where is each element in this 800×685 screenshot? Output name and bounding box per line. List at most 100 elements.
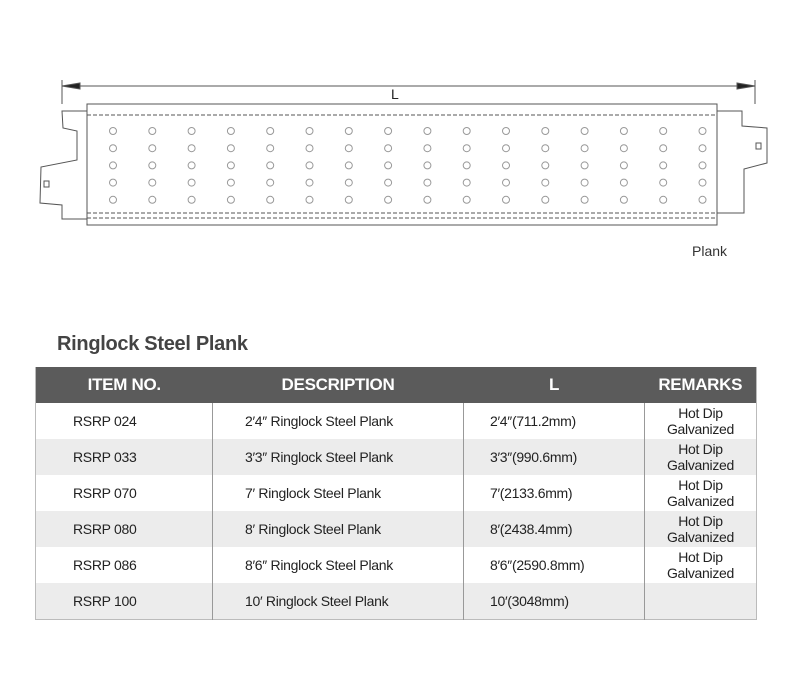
hole — [423, 161, 432, 170]
cell-item-no: RSRP 100 — [35, 583, 213, 620]
cell-length: 2′4″(711.2mm) — [463, 403, 645, 439]
right-end-hook — [717, 110, 768, 214]
hole — [384, 178, 393, 187]
cell-item-no: RSRP 033 — [35, 439, 213, 475]
hole — [541, 195, 550, 204]
hole — [619, 127, 628, 135]
hole — [659, 195, 668, 204]
cell-description: 3′3″ Ringlock Steel Plank — [212, 439, 464, 475]
hole — [698, 144, 707, 153]
cell-item-no: RSRP 080 — [35, 511, 213, 547]
table-row: RSRP 080 8′ Ringlock Steel Plank 8′(2438.4… — [35, 511, 757, 547]
hole — [109, 127, 117, 135]
hole — [384, 127, 393, 135]
spec-table: ITEM NO. DESCRIPTION L REMARKS RSRP 024 2… — [35, 367, 757, 620]
cell-description: 8′6″ Ringlock Steel Plank — [212, 547, 464, 583]
cell-length: 8′6″(2590.8mm) — [463, 547, 645, 583]
table-row: RSRP 086 8′6″ Ringlock Steel Plank 8′6″(25… — [35, 547, 757, 583]
table-row: RSRP 024 2′4″ Ringlock Steel Plank 2′4″(71… — [35, 403, 757, 439]
drawing-caption: Plank — [692, 243, 728, 259]
hole — [266, 178, 275, 187]
hole — [305, 178, 314, 187]
hole — [502, 144, 510, 153]
cell-remarks: Hot Dip Galvanized — [666, 549, 735, 581]
cell-length: 8′(2438.4mm) — [463, 511, 645, 547]
page-title: Ringlock Steel Plank — [57, 333, 248, 355]
hole — [698, 161, 707, 170]
hole — [659, 161, 668, 170]
hole — [502, 127, 510, 135]
hole — [109, 178, 117, 187]
hole — [109, 144, 117, 153]
hole — [502, 161, 510, 170]
hole — [462, 161, 471, 170]
hole — [619, 144, 628, 153]
hole — [423, 178, 432, 187]
hole — [423, 195, 432, 204]
hole — [659, 127, 668, 135]
hole — [541, 127, 550, 135]
hole — [384, 161, 393, 170]
dimension-label: L — [391, 86, 399, 102]
hole — [187, 195, 196, 204]
hole — [580, 195, 589, 204]
cell-length: 3′3″(990.6mm) — [463, 439, 645, 475]
hole — [659, 144, 668, 153]
hole — [580, 144, 589, 153]
cell-length: 10′(3048mm) — [463, 583, 645, 620]
hole — [344, 161, 353, 170]
hole — [502, 195, 510, 204]
hole — [305, 144, 314, 153]
cell-remarks: Hot Dip Galvanized — [644, 439, 757, 475]
hole — [384, 144, 393, 153]
header-item-no: ITEM NO. — [35, 367, 213, 403]
table-row: RSRP 100 10′ Ringlock Steel Plank 10′(3048… — [35, 583, 757, 620]
hole — [698, 127, 707, 135]
table-row: RSRP 070 7′ Ringlock Steel Plank 7′(2133.6… — [35, 475, 757, 511]
hole — [266, 144, 275, 153]
cell-item-no: RSRP 086 — [35, 547, 213, 583]
cell-item-no: RSRP 024 — [35, 403, 213, 439]
cell-remarks — [644, 583, 757, 620]
hole — [187, 178, 196, 187]
cell-description: 10′ Ringlock Steel Plank — [212, 583, 464, 620]
hole — [619, 178, 628, 187]
hole — [462, 127, 471, 135]
hole — [541, 144, 550, 153]
hole — [187, 127, 196, 135]
hole — [698, 178, 707, 187]
hole — [580, 178, 589, 187]
hole — [423, 144, 432, 153]
hole — [384, 195, 393, 204]
hole — [659, 178, 668, 187]
hole — [541, 161, 550, 170]
hole — [698, 195, 707, 204]
hole — [344, 144, 353, 153]
header-description: DESCRIPTION — [212, 367, 464, 403]
cell-remarks: Hot Dip Galvanized — [666, 405, 735, 437]
hole — [187, 144, 196, 153]
hole — [305, 127, 314, 135]
hole — [344, 178, 353, 187]
hole — [226, 161, 235, 170]
cell-remarks: Hot Dip Galvanized — [666, 477, 735, 509]
plank-body — [86, 103, 718, 226]
hole — [344, 127, 353, 135]
cell-description: 2′4″ Ringlock Steel Plank — [212, 403, 464, 439]
hole — [502, 178, 510, 187]
cell-description: 7′ Ringlock Steel Plank — [212, 475, 464, 511]
hole — [148, 127, 157, 135]
hole — [266, 127, 275, 135]
hole — [226, 144, 235, 153]
hole — [462, 195, 471, 204]
cell-description: 8′ Ringlock Steel Plank — [212, 511, 464, 547]
hole — [109, 195, 117, 204]
hole — [541, 178, 550, 187]
hole — [148, 144, 157, 153]
hole — [226, 127, 235, 135]
hole — [148, 195, 157, 204]
hole — [423, 127, 432, 135]
plank-drawing: L — [39, 80, 768, 226]
hole — [226, 195, 235, 204]
hole — [619, 195, 628, 204]
